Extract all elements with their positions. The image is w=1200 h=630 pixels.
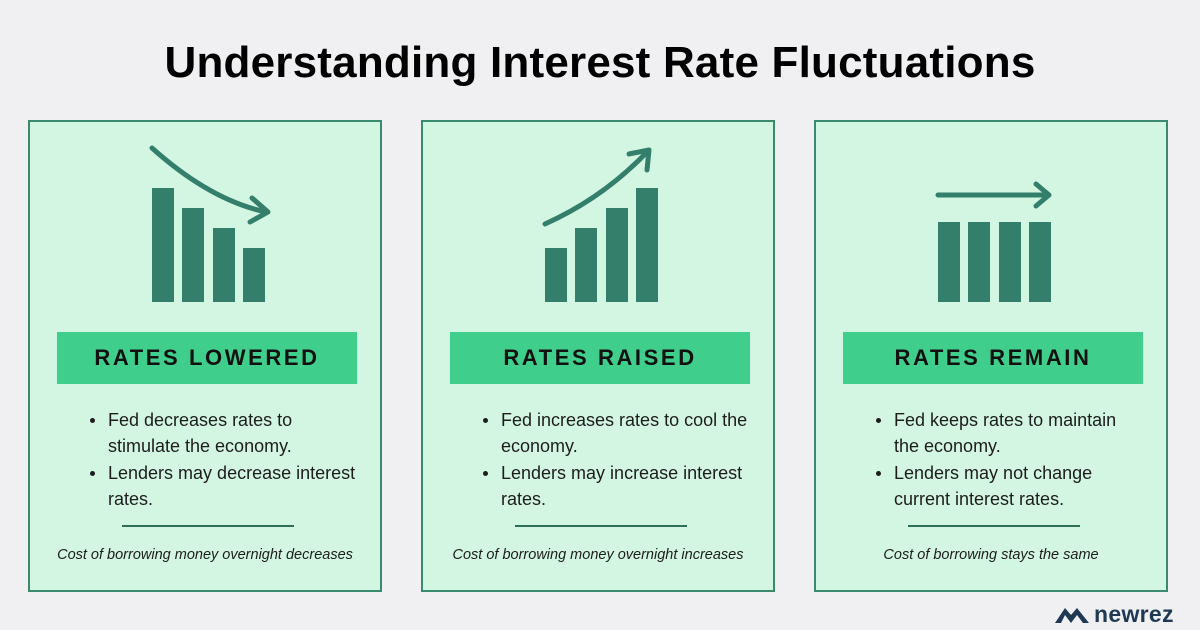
card-heading: RATES LOWERED [57, 332, 357, 384]
card-note: Cost of borrowing stays the same [883, 547, 1099, 563]
card-rates-raised: RATES RAISED Fed increases rates to cool… [421, 120, 775, 592]
card-rates-lowered: RATES LOWERED Fed decreases rates to sti… [28, 120, 382, 592]
list-item: Fed keeps rates to maintain the economy. [876, 407, 1144, 459]
card-note: Cost of borrowing money overnight decrea… [57, 547, 353, 563]
card-rates-remain: RATES REMAIN Fed keeps rates to maintain… [814, 120, 1168, 592]
newrez-logo: newrez [1054, 602, 1174, 626]
card-heading: RATES REMAIN [843, 332, 1143, 384]
list-item: Fed increases rates to cool the economy. [483, 407, 751, 459]
house-roof-logo-icon [1055, 608, 1089, 623]
logo-text: newrez [1094, 601, 1174, 627]
divider [908, 525, 1080, 527]
bullet-list: Fed keeps rates to maintain the economy.… [876, 407, 1144, 513]
bar-chart-rising-arrow-icon [542, 147, 658, 302]
divider [122, 525, 294, 527]
list-item: Lenders may not change current interest … [876, 460, 1144, 512]
list-item: Lenders may decrease interest rates. [90, 460, 358, 512]
bullet-list: Fed decreases rates to stimulate the eco… [90, 407, 358, 513]
bar-chart-falling-arrow-icon [149, 145, 271, 302]
card-heading: RATES RAISED [450, 332, 750, 384]
list-item: Lenders may increase interest rates. [483, 460, 751, 512]
bullet-list: Fed increases rates to cool the economy.… [483, 407, 751, 513]
page-title: Understanding Interest Rate Fluctuations [164, 38, 1036, 87]
card-note: Cost of borrowing money overnight increa… [452, 547, 744, 563]
bar-chart-flat-arrow-icon [935, 181, 1052, 302]
list-item: Fed decreases rates to stimulate the eco… [90, 407, 358, 459]
divider [515, 525, 687, 527]
